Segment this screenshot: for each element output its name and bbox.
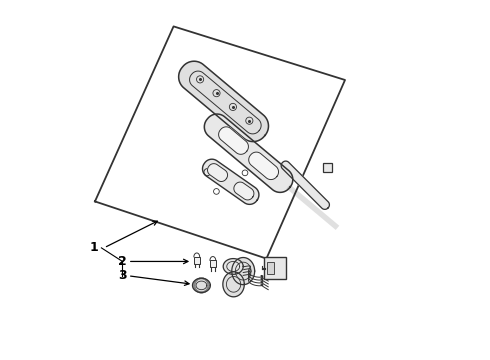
Polygon shape <box>249 152 278 180</box>
Polygon shape <box>193 278 210 293</box>
Polygon shape <box>202 159 259 204</box>
Text: 3: 3 <box>119 269 127 282</box>
FancyBboxPatch shape <box>264 257 286 279</box>
Polygon shape <box>234 182 254 200</box>
Polygon shape <box>219 127 248 154</box>
Polygon shape <box>223 272 245 297</box>
Polygon shape <box>208 164 227 181</box>
Polygon shape <box>204 114 293 192</box>
FancyBboxPatch shape <box>267 262 273 274</box>
Text: 1: 1 <box>89 241 98 255</box>
Polygon shape <box>179 61 269 141</box>
Bar <box>194 257 199 264</box>
Text: 2: 2 <box>119 255 127 268</box>
Polygon shape <box>223 258 243 274</box>
Bar <box>323 163 332 172</box>
Polygon shape <box>281 161 329 210</box>
Bar <box>210 260 216 267</box>
Polygon shape <box>232 257 255 285</box>
